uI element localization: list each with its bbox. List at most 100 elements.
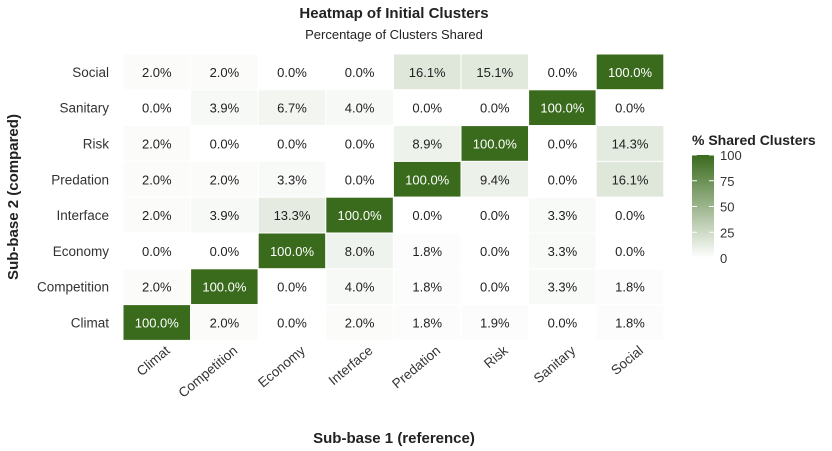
heatmap-cell (122, 125, 192, 162)
x-tick-label: Interface (326, 343, 376, 388)
cell-value-label: 0.0% (548, 65, 578, 80)
heatmap-cell (595, 304, 665, 341)
x-tick-label: Predation (389, 343, 443, 392)
cell-value-label: 100.0% (135, 316, 180, 331)
cell-value-label: 1.9% (480, 316, 510, 331)
cell-value-label: 0.0% (615, 101, 645, 116)
heatmap-cell (460, 53, 530, 91)
cell-value-label: 0.0% (345, 137, 375, 152)
legend-tick-label: 0 (720, 251, 727, 266)
heatmap-cell (257, 125, 327, 162)
cell-value-label: 0.0% (480, 280, 510, 295)
heatmap-cell (325, 89, 394, 127)
heatmap-cell (257, 53, 327, 91)
y-tick-label: Sanitary (59, 101, 109, 116)
cell-value-label: 16.1% (612, 172, 649, 187)
cell-value-label: 3.9% (210, 101, 240, 116)
heatmap-cell (392, 304, 462, 341)
y-axis-label: Sub-base 2 (compared) (5, 114, 22, 280)
x-tick-label: Climat (134, 343, 173, 379)
heatmap-cell (595, 89, 665, 127)
cell-value-label: 2.0% (142, 137, 172, 152)
cell-value-label: 1.8% (412, 316, 442, 331)
cell-value-label: 2.0% (142, 172, 172, 187)
heatmap-cell (392, 232, 462, 270)
cell-value-label: 100.0% (405, 172, 450, 187)
cell-value-label: 100.0% (608, 65, 653, 80)
x-tick-label: Social (608, 343, 646, 378)
heatmap-cell (460, 304, 530, 341)
heatmap-cell (595, 125, 665, 162)
heatmap-cell (122, 304, 192, 341)
cell-value-label: 2.0% (142, 208, 172, 223)
x-tick-label: Risk (481, 343, 511, 372)
y-tick-label: Climat (71, 316, 110, 331)
legend-tick-label: 25 (720, 225, 734, 240)
heatmap-cell (122, 53, 192, 91)
chart-title: Heatmap of Initial Clusters (299, 5, 488, 22)
heatmap-cell (190, 232, 259, 270)
y-tick-label: Interface (56, 208, 109, 223)
cell-value-label: 1.8% (615, 280, 645, 295)
legend-tick-label: 50 (720, 200, 734, 215)
cell-value-label: 8.9% (412, 137, 442, 152)
cell-value-label: 0.0% (277, 65, 307, 80)
cell-value-label: 2.0% (210, 65, 240, 80)
cell-value-label: 0.0% (277, 137, 307, 152)
cell-value-label: 100.0% (202, 280, 247, 295)
x-tick-label: Sanitary (531, 343, 579, 386)
cell-value-label: 2.0% (142, 280, 172, 295)
heatmap-cell (460, 89, 530, 127)
cell-value-label: 13.3% (274, 208, 311, 223)
x-tick-label: Economy (255, 343, 308, 391)
heatmap-cell (528, 268, 597, 306)
cell-value-label: 0.0% (412, 101, 442, 116)
heatmap-cell (528, 125, 597, 162)
cell-value-label: 3.3% (277, 172, 307, 187)
cell-value-label: 2.0% (345, 316, 375, 331)
cell-value-label: 16.1% (409, 65, 446, 80)
y-tick-label: Predation (51, 172, 109, 187)
heatmap-cell (325, 160, 394, 198)
cell-value-label: 0.0% (480, 208, 510, 223)
heatmap-cell (325, 196, 394, 234)
heatmap-cell (392, 196, 462, 234)
cell-value-label: 4.0% (345, 280, 375, 295)
cell-value-label: 3.3% (548, 244, 578, 259)
heatmap-cell (392, 160, 462, 198)
cell-value-label: 0.0% (142, 101, 172, 116)
heatmap-cell (122, 268, 192, 306)
cell-value-label: 0.0% (548, 137, 578, 152)
heatmap-cell (595, 196, 665, 234)
cell-value-label: 1.8% (412, 280, 442, 295)
heatmap-cell (325, 304, 394, 341)
heatmap-cell (257, 304, 327, 341)
cell-value-label: 1.8% (412, 244, 442, 259)
cell-value-label: 0.0% (210, 244, 240, 259)
x-axis-label: Sub-base 1 (reference) (313, 430, 475, 447)
cell-value-label: 0.0% (615, 208, 645, 223)
y-tick-label: Competition (37, 280, 109, 295)
heatmap-cell (460, 232, 530, 270)
cell-value-label: 100.0% (338, 208, 383, 223)
heatmap-cell (528, 160, 597, 198)
cell-value-label: 14.3% (612, 137, 649, 152)
cell-value-label: 9.4% (480, 172, 510, 187)
cell-value-label: 3.3% (548, 280, 578, 295)
heatmap-cell (257, 232, 327, 270)
heatmap-cell (392, 125, 462, 162)
heatmap-cell (460, 268, 530, 306)
heatmap-cell (190, 89, 259, 127)
cell-value-label: 6.7% (277, 101, 307, 116)
legend-tick-label: 75 (720, 174, 734, 189)
cell-value-label: 4.0% (345, 101, 375, 116)
cell-value-label: 8.0% (345, 244, 375, 259)
heatmap-cell (190, 53, 259, 91)
heatmap-cell (460, 125, 530, 162)
cell-value-label: 0.0% (548, 316, 578, 331)
heatmap-cell (595, 268, 665, 306)
cell-value-label: 1.8% (615, 316, 645, 331)
legend-tick-label: 100 (720, 148, 742, 163)
cell-value-label: 2.0% (210, 316, 240, 331)
